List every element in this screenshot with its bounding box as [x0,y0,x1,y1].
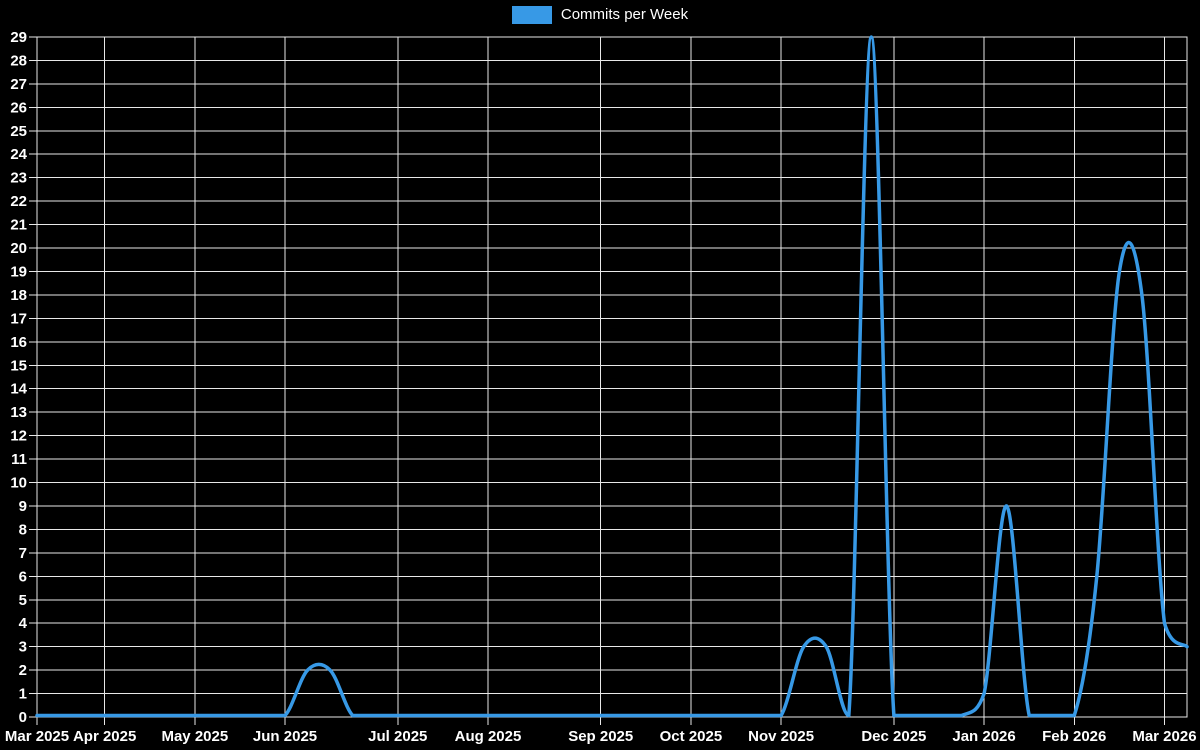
y-tick-label: 5 [19,592,27,609]
x-tick-label: Feb 2026 [1042,728,1106,745]
x-tick-label: Nov 2025 [748,728,814,745]
plot-border [36,36,1188,718]
y-tick-label: 12 [10,428,27,445]
y-tick-label: 6 [19,568,27,585]
x-tick-label: Dec 2025 [861,728,926,745]
legend: Commits per Week [0,6,1200,24]
y-tick-label: 21 [10,217,27,234]
x-tick-label: Aug 2025 [455,728,522,745]
y-tick-label: 0 [19,709,27,726]
y-tick-label: 27 [10,76,27,93]
y-tick-label: 13 [10,404,27,421]
y-tick-label: 9 [19,498,27,515]
x-tick-label: Sep 2025 [568,728,633,745]
x-tick-label: Jul 2025 [368,728,427,745]
y-tick-label: 24 [10,146,27,163]
y-tick-label: 18 [10,287,27,304]
y-tick-label: 22 [10,193,27,210]
y-tick-label: 7 [19,545,27,562]
y-tick-label: 29 [10,29,27,46]
y-tick-label: 19 [10,263,27,280]
x-tick-label: Oct 2025 [660,728,723,745]
y-tick-label: 17 [10,310,27,327]
y-tick-label: 8 [19,521,27,538]
y-tick-label: 4 [19,615,28,632]
y-tick-label: 16 [10,334,27,351]
y-tick-label: 23 [10,170,27,187]
y-tick-label: 14 [10,381,27,398]
y-tick-label: 28 [10,52,27,69]
legend-label: Commits per Week [560,6,689,23]
y-tick-label: 26 [10,99,27,116]
legend-swatch [511,6,552,24]
y-tick-label: 25 [10,123,27,140]
y-tick-label: 10 [10,475,27,492]
y-tick-label: 3 [19,639,27,656]
y-tick-label: 20 [10,240,27,257]
x-tick-label: May 2025 [161,728,228,745]
y-tick-label: 1 [19,686,27,703]
x-tick-label: Mar 2026 [1132,728,1196,745]
x-tick-label: Apr 2025 [73,728,136,745]
commits-line [35,35,1189,718]
x-tick-label: Jan 2026 [952,728,1015,745]
y-tick-label: 2 [19,662,27,679]
x-tick-label: Jun 2025 [253,728,317,745]
x-tick-label: Mar 2025 [5,728,69,745]
y-tick-label: 15 [10,357,27,374]
y-tick-label: 11 [11,451,27,468]
